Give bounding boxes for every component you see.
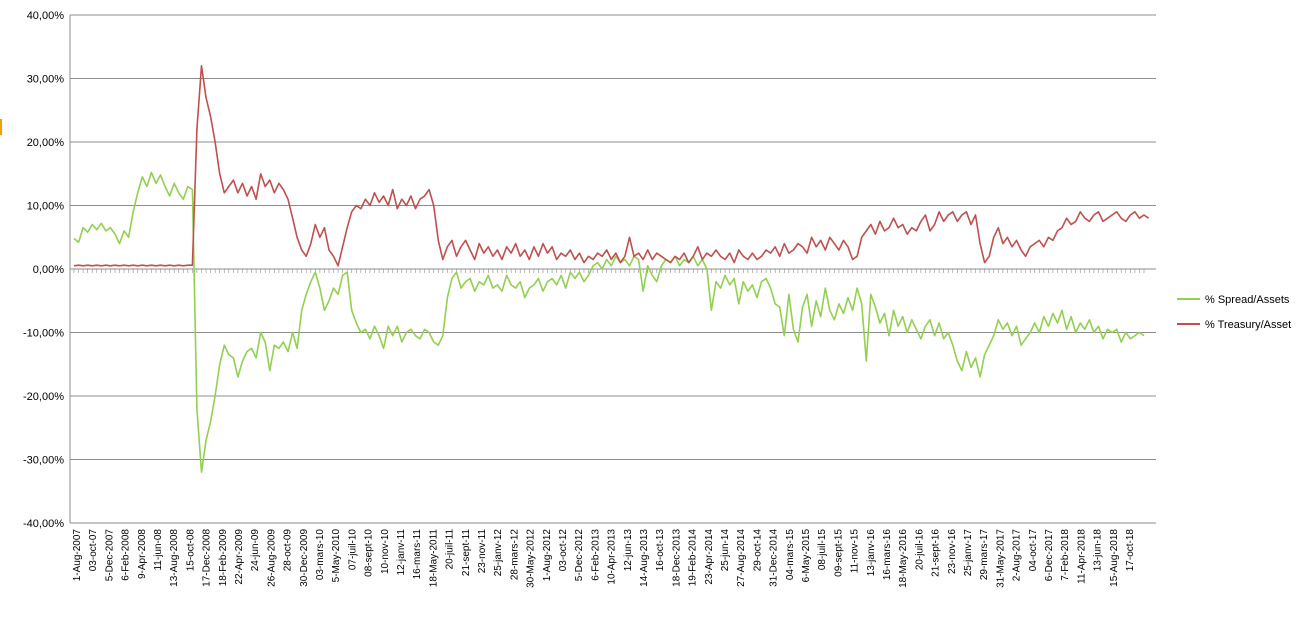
- x-tick-label: 31-Dec-2014: [769, 529, 780, 587]
- x-tick-label: 13-Aug-2008: [169, 529, 180, 587]
- x-tick-label: 20-juil-11: [445, 529, 456, 570]
- x-tick-label: 16-mars-11: [412, 529, 423, 580]
- x-tick-label: 6-Dec-2017: [1044, 529, 1055, 582]
- x-tick-label: 7-Feb-2018: [1060, 529, 1071, 581]
- x-tick-label: 17-Dec-2008: [202, 529, 213, 587]
- series-line-treasury-asset: [73, 65, 1150, 267]
- x-tick-label: 25-janv-12: [493, 529, 504, 577]
- x-tick-label: 6-Feb-2013: [590, 529, 601, 581]
- x-tick-label: 24-jun-09: [250, 529, 261, 572]
- y-tick-label: -30,00%: [23, 455, 64, 467]
- x-tick-label: 5-Dec-2012: [574, 529, 585, 582]
- x-tick-label: 28-oct-09: [283, 529, 294, 572]
- x-tick-label: 13-jun-18: [1093, 529, 1104, 572]
- y-tick-label: -20,00%: [23, 391, 64, 403]
- x-tick-label: 1-Aug-2012: [542, 529, 553, 582]
- x-tick-label: 23-Apr-2014: [704, 529, 715, 585]
- x-tick-label: 21-sept-16: [931, 529, 942, 577]
- x-tick-label: 18-Feb-2009: [218, 529, 229, 587]
- legend-label: % Treasury/Asset: [1205, 319, 1291, 331]
- x-tick-label: 19-Feb-2014: [688, 529, 699, 587]
- x-tick-label: 18-May-2011: [428, 529, 439, 588]
- y-tick-label: 30,00%: [27, 74, 65, 86]
- x-tick-label: 2-Aug-2017: [1012, 529, 1023, 582]
- x-tick-label: 08-sept-10: [364, 529, 375, 577]
- y-tick-label: 10,00%: [27, 201, 65, 213]
- x-tick-label: 15-oct-08: [185, 529, 196, 572]
- y-tick-label: -10,00%: [23, 328, 64, 340]
- x-tick-label: 03-mars-10: [315, 529, 326, 581]
- x-tick-label: 03-oct-07: [88, 529, 99, 572]
- x-tick-label: 9-Apr-2008: [137, 529, 148, 579]
- x-tick-label: 17-oct-18: [1125, 529, 1136, 572]
- x-tick-label: 07-juil-10: [347, 529, 358, 571]
- legend: % Spread/Assets % Treasury/Asset: [1177, 294, 1291, 331]
- series-line-spread-assets: [73, 171, 1145, 474]
- x-tick-label: 14-Aug-2013: [639, 529, 650, 587]
- x-tick-label: 11-jun-08: [153, 529, 164, 571]
- x-tick-label: 11-Apr-2018: [1076, 529, 1087, 584]
- x-tick-label: 31-May-2017: [995, 529, 1006, 588]
- x-tick-label: 20-juil-16: [914, 529, 925, 571]
- x-tick-label: 21-sept-11: [461, 529, 472, 577]
- x-tick-label: 6-May-2015: [801, 529, 812, 583]
- x-tick-label: 16-mars-16: [882, 529, 893, 581]
- x-tick-label: 03-oct-12: [558, 529, 569, 572]
- x-tick-label: 30-Dec-2009: [299, 529, 310, 587]
- x-tick-label: 26-Aug-2009: [266, 529, 277, 587]
- y-tick-label: 40,00%: [27, 10, 65, 22]
- x-tick-label: 10-Apr-2013: [607, 529, 618, 585]
- y-axis: 40,00% 30,00% 20,00% 10,00% 0,00% -10,00% -20,…: [23, 10, 71, 530]
- x-tick-label: 12-jun-13: [623, 529, 634, 572]
- x-tick-label: 28-mars-12: [509, 529, 520, 581]
- x-tick-label: 23-nov-16: [947, 529, 958, 574]
- x-tick-label: 10-nov-10: [380, 529, 391, 574]
- x-tick-label: 09-sept-15: [833, 529, 844, 577]
- x-tick-label: 18-Dec-2013: [671, 529, 682, 587]
- x-tick-label: 18-May-2016: [898, 529, 909, 588]
- x-tick-label: 6-Feb-2008: [121, 529, 132, 581]
- window-edge-marker: [0, 119, 2, 135]
- x-tick-label: 23-nov-11: [477, 529, 488, 574]
- y-tick-label: -40,00%: [23, 518, 64, 530]
- x-tick-label: 04-mars-15: [785, 529, 796, 581]
- legend-label: % Spread/Assets: [1205, 294, 1290, 306]
- x-tick-label: 12-janv-11: [396, 529, 407, 576]
- x-axis: 1-Aug-2007 03-oct-07 5-Dec-2007 6-Feb-2008 9…: [70, 268, 1156, 588]
- x-tick-label: 27-Aug-2014: [736, 529, 747, 587]
- y-tick-label: 20,00%: [27, 137, 65, 149]
- x-tick-label: 30-May-2012: [526, 529, 537, 588]
- x-tick-label: 04-oct-17: [1028, 529, 1039, 572]
- y-tick-label: 0,00%: [33, 264, 64, 276]
- x-tick-label: 15-Aug-2018: [1109, 529, 1120, 587]
- x-tick-label: 29-oct-14: [752, 529, 763, 572]
- x-tick-label: 22-Apr-2009: [234, 529, 245, 585]
- x-tick-label: 13-janv-16: [866, 529, 877, 577]
- x-tick-label: 5-May-2010: [331, 529, 342, 583]
- x-tick-label: 08-juil-15: [817, 529, 828, 571]
- x-tick-label: 25-jun-14: [720, 529, 731, 572]
- x-tick-label: 25-janv-17: [963, 529, 974, 577]
- x-tick-label: 29-mars-17: [979, 529, 990, 581]
- x-tick-label: 5-Dec-2007: [104, 529, 115, 582]
- series-lines: [73, 65, 1150, 474]
- x-tick-label: 16-oct-13: [655, 529, 666, 572]
- x-tick-label: 11-nov-15: [850, 529, 861, 574]
- x-tick-label: 1-Aug-2007: [72, 529, 83, 582]
